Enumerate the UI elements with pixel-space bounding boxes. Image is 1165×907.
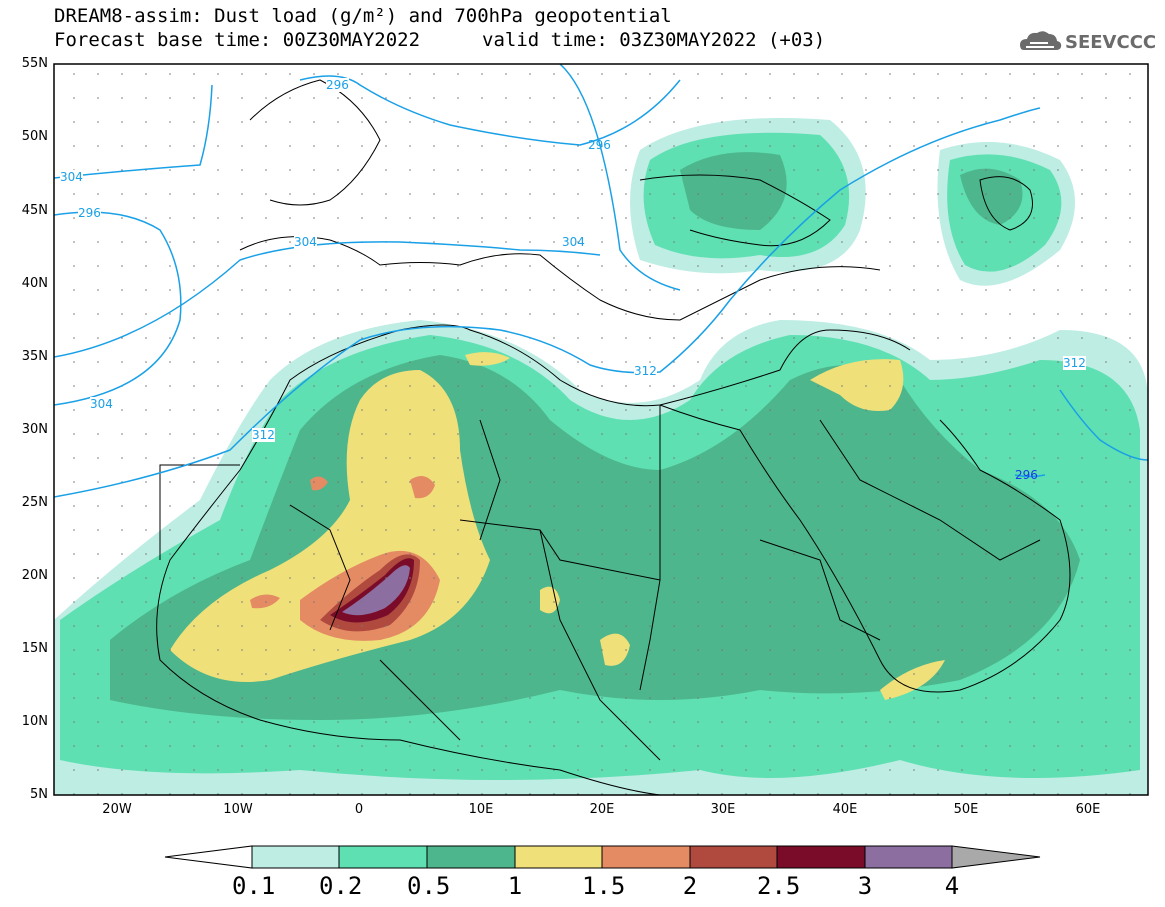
colorbar-label: 0.2 [319, 872, 363, 900]
colorbar-label: 2.5 [757, 872, 801, 900]
colorbar [164, 845, 1041, 869]
contour-label: 304 [90, 397, 113, 411]
lat-label: 50N [21, 129, 48, 144]
lat-label: 15N [21, 641, 48, 656]
lat-label: 25N [21, 495, 48, 510]
lon-label: 50E [953, 802, 979, 817]
contour-label: 296 [588, 138, 611, 152]
geopotential-contours [54, 64, 1148, 498]
lon-label: 60E [1075, 802, 1101, 817]
lat-label: 40N [21, 276, 48, 291]
logo-text: SEEVCCC [1065, 32, 1157, 53]
colorbar-label: 4 [944, 872, 960, 900]
contour-label: 312 [252, 428, 275, 442]
lon-label: 0 [354, 802, 364, 817]
colorbar-label: 0.1 [232, 872, 276, 900]
lat-label: 5N [30, 787, 48, 802]
contour-label: 312 [1063, 356, 1086, 370]
colorbar-label: 1 [507, 872, 523, 900]
contour-label: 312 [634, 364, 657, 378]
colorbar-label: 0.5 [407, 872, 451, 900]
lon-label: 30E [710, 802, 736, 817]
lon-label: 40E [832, 802, 858, 817]
lat-label: 30N [21, 422, 48, 437]
colorbar-label: 1.5 [582, 872, 626, 900]
lon-label: 20E [589, 802, 615, 817]
lat-label: 10N [21, 714, 48, 729]
lat-label: 20N [21, 568, 48, 583]
contour-label: 304 [294, 235, 317, 249]
coastlines [156, 79, 1071, 795]
lon-label: 10E [468, 802, 494, 817]
contour-label: 296 [1015, 468, 1038, 482]
valid-time: valid time: 03Z30MAY2022 (+03) [482, 29, 826, 51]
lat-label: 45N [21, 203, 48, 218]
lon-label: 20W [102, 802, 132, 817]
forecast-base-time: Forecast base time: 00Z30MAY2022 [54, 29, 421, 51]
contour-label: 296 [78, 206, 101, 220]
map-title: DREAM8-assim: Dust load (g/m²) and 700hP… [54, 5, 672, 27]
colorbar-label: 3 [857, 872, 873, 900]
lat-label: 35N [21, 349, 48, 364]
colorbar-label: 2 [682, 872, 698, 900]
contour-label: 296 [326, 78, 349, 92]
cloud-logo-icon [1020, 31, 1062, 50]
lat-label: 55N [21, 56, 48, 71]
lon-label: 10W [223, 802, 253, 817]
contour-label: 304 [562, 235, 585, 249]
contour-label: 304 [60, 170, 83, 184]
